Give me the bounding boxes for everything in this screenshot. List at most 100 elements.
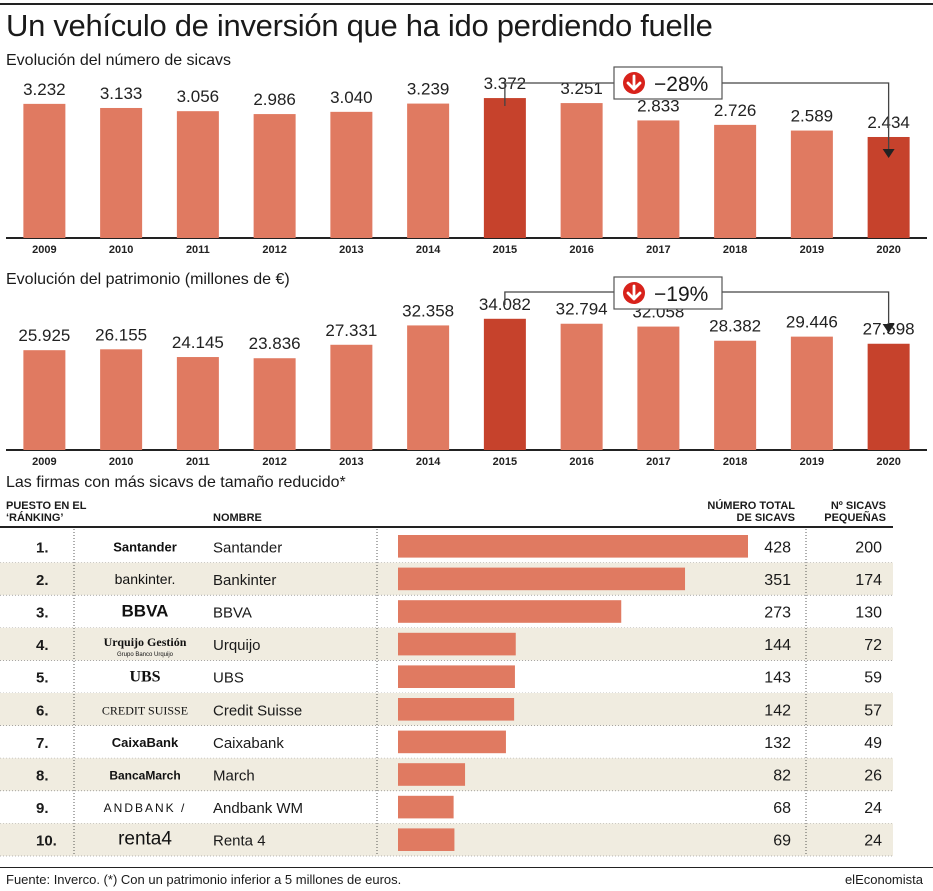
table-logo-6: CREDIT SUISSE (102, 703, 188, 717)
chart1-bar-2009 (23, 103, 66, 238)
table-total-7: 132 (764, 735, 791, 752)
table-name-8: March (213, 768, 255, 785)
chart2-year-2012: 2012 (262, 456, 286, 468)
table-rank-9: 9. (36, 800, 49, 817)
chart2-year-2015: 2015 (493, 456, 517, 468)
chart1-bar-2014 (407, 103, 450, 238)
table-small-5: 59 (864, 670, 882, 687)
chart2-year-2017: 2017 (646, 456, 670, 468)
table-small-7: 49 (864, 735, 882, 752)
chart1-connector-right (722, 82, 890, 150)
table-bar-2 (398, 567, 686, 591)
page-title: Un vehículo de inversión que ha ido perd… (6, 8, 713, 43)
chart1-connector-left (504, 82, 614, 106)
chart1-value-2017: 2.833 (637, 96, 680, 115)
table-rank-1: 1. (36, 539, 49, 556)
chart1-value-2013: 3.040 (330, 88, 373, 107)
table-total-8: 82 (773, 768, 791, 785)
chart2-bar-2014 (407, 325, 450, 450)
chart2-value-2011: 24.145 (172, 333, 224, 352)
chart1-year-2016: 2016 (569, 244, 593, 256)
table-total-4: 144 (764, 637, 791, 654)
table-bar-7 (398, 730, 506, 754)
table-bar-6 (398, 698, 515, 721)
table-logo-10: renta4 (118, 829, 172, 850)
chart2-bar-2010 (100, 349, 143, 450)
table-name-5: UBS (213, 670, 244, 687)
chart2-value-2013: 27.331 (325, 321, 377, 340)
table-name-2: Bankinter (213, 572, 276, 589)
table-bar-3 (398, 600, 622, 623)
chart2-bar-2015 (483, 318, 526, 450)
table-name-9: Andbank WM (213, 800, 303, 817)
table-bar-5 (398, 665, 515, 688)
table-total-2: 351 (764, 572, 791, 589)
chart2-title: Evolución del patrimonio (millones de €) (6, 271, 290, 288)
chart2-bar-2019 (790, 336, 833, 450)
table-bar-9 (398, 795, 454, 819)
chart1-value-2019: 2.589 (791, 107, 834, 126)
chart1-bar-2012 (253, 114, 296, 238)
chart2-bar-2020 (867, 343, 910, 450)
table-logo-1: Santander (113, 539, 177, 554)
table-name-6: Credit Suisse (213, 702, 302, 719)
chart2-year-2013: 2013 (339, 456, 363, 468)
chart1-bar-2010 (100, 107, 143, 238)
table-rank-10: 10. (36, 833, 57, 850)
footer-rule (0, 867, 933, 868)
chart1-bar-2013 (330, 111, 373, 238)
chart1-year-2020: 2020 (876, 244, 900, 256)
col-rank-header: PUESTO EN EL ‘RÁNKING’ (6, 500, 87, 524)
chart1-bar-2015 (483, 98, 526, 238)
chart1-year-2012: 2012 (262, 244, 286, 256)
table-logo-3: BBVA (122, 602, 169, 621)
table-bar-1 (398, 535, 748, 558)
chart1-bar-2019 (790, 130, 833, 238)
chart1-annotation-label: −28% (654, 73, 708, 96)
chart1-value-2010: 3.133 (100, 84, 143, 103)
chart2-year-2010: 2010 (109, 456, 133, 468)
chart1-year-2011: 2011 (186, 244, 210, 256)
chart2-year-2018: 2018 (723, 456, 747, 468)
table-bar-4 (398, 632, 516, 656)
table-small-6: 57 (864, 702, 882, 719)
table-logo-sub-4: Grupo Banco Urquijo (117, 652, 174, 658)
chart1-bar-2017 (637, 120, 680, 238)
table-logo-9: ANDBANK / (104, 801, 187, 815)
table-name-10: Renta 4 (213, 833, 266, 850)
chart1-down-arrow-glyph (626, 74, 642, 91)
table-small-8: 26 (864, 768, 882, 785)
table-name-3: BBVA (213, 605, 252, 622)
chart1-year-2013: 2013 (339, 244, 363, 256)
chart2-value-2018: 28.382 (709, 317, 761, 336)
table-total-5: 143 (764, 670, 791, 687)
chart2-year-2009: 2009 (32, 456, 56, 468)
table-name-4: Urquijo (213, 637, 261, 654)
table-small-2: 174 (855, 572, 882, 589)
chart1-value-2018: 2.726 (714, 101, 757, 120)
table-small-9: 24 (864, 800, 882, 817)
table-small-3: 130 (855, 605, 882, 622)
chart2-connector-left (504, 291, 614, 305)
chart1-value-2012: 2.986 (253, 90, 296, 109)
table-rank-2: 2. (36, 572, 49, 589)
table-rank-4: 4. (36, 637, 49, 654)
chart1-value-2011: 3.056 (177, 87, 220, 106)
chart2-bar-2011 (176, 357, 219, 450)
chart1-year-2010: 2010 (109, 244, 133, 256)
table-rank-6: 6. (36, 702, 49, 719)
col-total-header: NÚMERO TOTAL DE SICAVS (707, 500, 795, 524)
chart1-bar-2018 (714, 124, 757, 238)
table-name-7: Caixabank (213, 735, 284, 752)
table-logo-5: UBS (129, 669, 160, 686)
chart2-year-2020: 2020 (876, 456, 900, 468)
chart1-year-2014: 2014 (416, 244, 441, 256)
chart2-bar-2013 (330, 344, 373, 450)
chart2-value-2014: 32.358 (402, 301, 454, 320)
chart2-value-2009: 25.925 (18, 326, 70, 345)
chart1-value-2014: 3.239 (407, 80, 450, 99)
chart1-year-2015: 2015 (493, 244, 517, 256)
table-small-10: 24 (864, 833, 882, 850)
chart1-year-2009: 2009 (32, 244, 56, 256)
chart2-value-2010: 26.155 (95, 325, 147, 344)
